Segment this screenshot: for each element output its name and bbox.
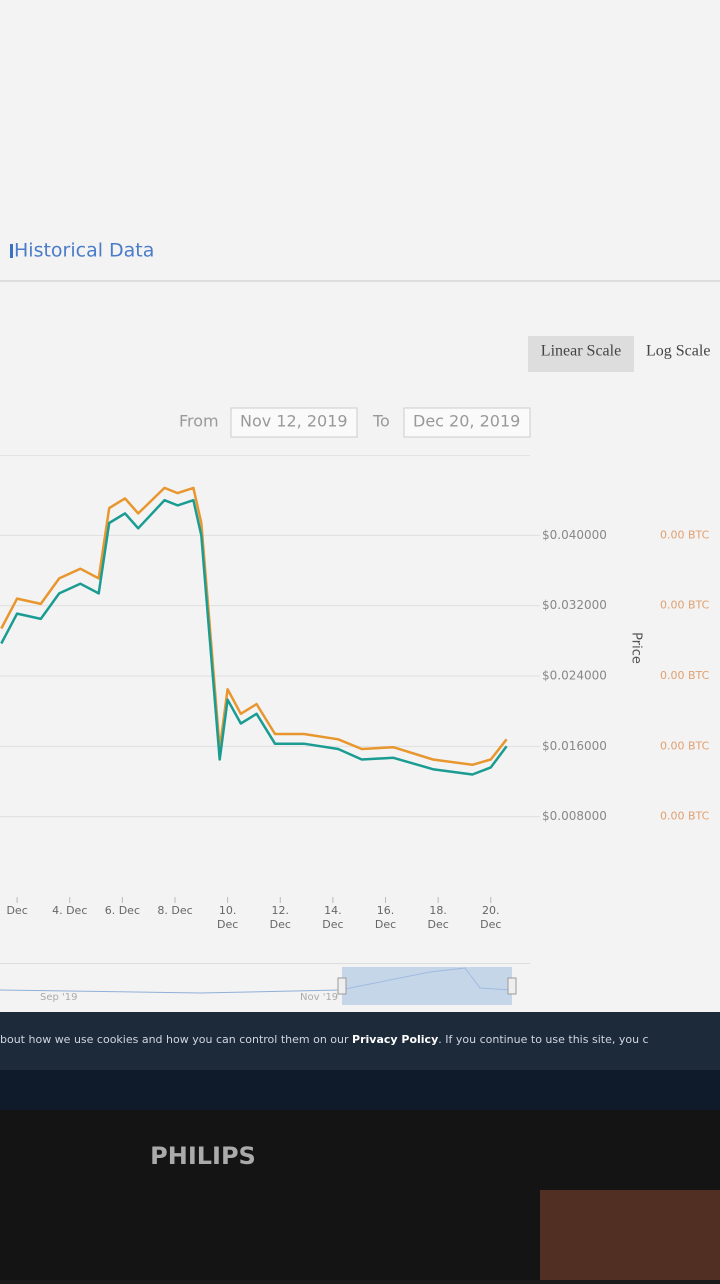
to-input[interactable]	[403, 407, 531, 438]
y2-tick-label: 0.00 BTC	[660, 528, 710, 541]
cookie-text-end: . If you continue to use this site, you …	[438, 1033, 648, 1046]
y-tick-label: $0.032000	[542, 598, 607, 612]
to-label: To	[372, 412, 390, 431]
cookie-text-start: bout how we use cookies and how you can …	[0, 1033, 352, 1046]
log-scale-label[interactable]: Log Scale	[646, 343, 710, 360]
x-tick-label-part: Dec	[322, 918, 343, 931]
privacy-link[interactable]: Privacy Policy	[352, 1033, 438, 1046]
y-axis-label: Price	[629, 632, 644, 664]
cookie-text: bout how we use cookies and how you can …	[0, 1033, 649, 1046]
to-date: Dec 20, 2019	[413, 412, 520, 431]
x-tick-label-part: 18.	[429, 904, 447, 917]
y-tick-label: $0.024000	[542, 669, 607, 683]
navigator-handle[interactable]	[507, 977, 517, 995]
x-tick-label: 8. Dec	[157, 904, 192, 917]
cookie-bar	[0, 1012, 720, 1070]
plot: $0.008000 0.00 BTC $0.016000 0.00 BTC $0.024…	[0, 486, 710, 931]
x-tick-label-part: 14.	[324, 904, 342, 917]
navigator-handle[interactable]	[337, 977, 347, 995]
y2-tick-label: 0.00 BTC	[660, 599, 710, 612]
y-tick-label: $0.008000	[542, 809, 607, 823]
y-tick-label: $0.040000	[542, 528, 607, 542]
from-input[interactable]	[230, 407, 358, 438]
x-tick-label: 18. Dec	[428, 904, 449, 931]
x-tick-label-part: Dec	[480, 918, 501, 931]
price-line	[0, 498, 508, 776]
monitor-brand: PHILIPS	[150, 1142, 256, 1170]
x-tick-label: 4. Dec	[52, 904, 87, 917]
background-object	[540, 1190, 720, 1280]
linear-scale-label: Linear Scale	[541, 343, 621, 360]
y2-tick-label: 0.00 BTC	[660, 669, 710, 682]
x-tick-label: 16. Dec	[375, 904, 396, 931]
navigator-label: Sep '19	[40, 992, 78, 1003]
y2-tick-label: 0.00 BTC	[660, 739, 710, 752]
divider	[0, 280, 720, 282]
chart-top-rule	[0, 455, 530, 456]
x-tick-label: 6. Dec	[105, 904, 140, 917]
x-tick-label: 14. Dec	[322, 904, 343, 931]
x-tick-label-part: Dec	[270, 918, 291, 931]
y2-tick-label: 0.00 BTC	[660, 810, 710, 823]
x-tick-label-part: Dec	[217, 918, 238, 931]
x-tick-label: Dec	[6, 904, 27, 917]
x-tick-label: 10. Dec	[217, 904, 238, 931]
section-title: Historical Data	[14, 240, 154, 262]
navigator-label: Nov '19	[300, 992, 338, 1003]
screen-edge	[0, 1070, 720, 1110]
x-tick-label-part: 12.	[272, 904, 290, 917]
x-tick-label-part: Dec	[375, 918, 396, 931]
from-label: From	[179, 412, 219, 431]
section-marker	[10, 244, 13, 258]
x-tick-label-part: 16.	[377, 904, 395, 917]
x-tick-label: 12. Dec	[270, 904, 291, 931]
from-date: Nov 12, 2019	[240, 412, 348, 431]
y-tick-label: $0.016000	[542, 739, 607, 753]
linear-scale-button[interactable]	[528, 336, 634, 372]
x-tick-label-part: 10.	[219, 904, 237, 917]
x-tick-label: 20. Dec	[480, 904, 501, 931]
screen-bg	[0, 0, 720, 1012]
x-tick-label-part: Dec	[428, 918, 449, 931]
navigator-range[interactable]	[342, 967, 512, 1005]
navigator-rule	[0, 963, 530, 964]
x-tick-label-part: 20.	[482, 904, 500, 917]
